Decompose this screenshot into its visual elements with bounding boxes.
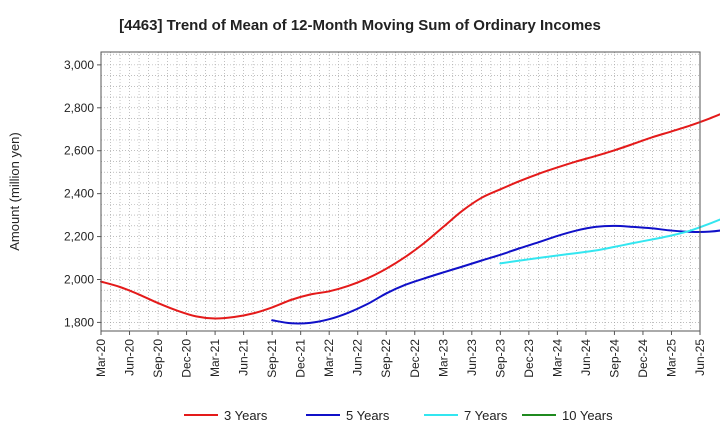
y-tick-label: 1,800 <box>64 315 94 329</box>
x-tick-label: Mar-21 <box>208 339 222 377</box>
x-tick-label: Sep-22 <box>379 339 393 378</box>
x-tick-label: Sep-23 <box>493 339 507 378</box>
grid-lines <box>101 52 700 331</box>
y-tick-label: 2,600 <box>64 144 94 158</box>
x-tick-label: Dec-21 <box>294 339 308 378</box>
series-line-7-years <box>499 218 720 265</box>
x-tick-label: Jun-25 <box>693 339 707 376</box>
x-tick-label: Mar-25 <box>664 339 678 377</box>
x-tick-label: Jun-23 <box>465 339 479 376</box>
x-tick-label: Dec-24 <box>636 339 650 378</box>
x-tick-label: Jun-22 <box>351 339 365 376</box>
series-layer <box>100 113 720 325</box>
x-tick-label: Mar-23 <box>436 339 450 377</box>
x-tick-label: Sep-21 <box>265 339 279 378</box>
legend: 3 Years 5 Years 7 Years 10 Years <box>184 408 613 423</box>
x-tick-label: Jun-21 <box>237 339 251 376</box>
y-tick-label: 3,000 <box>64 58 94 72</box>
series-line-3-years <box>100 113 720 320</box>
y-tick-label: 2,200 <box>64 230 94 244</box>
y-tick-label: 2,800 <box>64 101 94 115</box>
x-tick-label: Mar-22 <box>322 339 336 377</box>
legend-label: 7 Years <box>464 408 508 423</box>
y-axis: 1,800 2,000 2,200 2,400 2,600 2,800 3,000 <box>64 58 101 329</box>
series-line-5-years <box>271 224 720 325</box>
legend-label: 10 Years <box>562 408 613 423</box>
x-tick-label: Sep-24 <box>607 339 621 378</box>
chart-title: [4463] Trend of Mean of 12-Month Moving … <box>119 17 601 34</box>
x-tick-label: Jun-24 <box>579 339 593 376</box>
x-tick-label: Sep-20 <box>151 339 165 378</box>
y-tick-label: 2,000 <box>64 272 94 286</box>
x-tick-label: Dec-23 <box>522 339 536 378</box>
x-tick-label: Jun-20 <box>123 339 137 376</box>
x-tick-label: Dec-22 <box>408 339 422 378</box>
y-axis-label: Amount (million yen) <box>7 132 22 251</box>
x-tick-label: Mar-24 <box>550 339 564 377</box>
x-tick-label: Mar-20 <box>94 339 108 377</box>
x-tick-label: Dec-20 <box>180 339 194 378</box>
legend-label: 3 Years <box>224 408 268 423</box>
legend-label: 5 Years <box>346 408 390 423</box>
plot-frame <box>100 51 701 332</box>
x-axis: Mar-20 Jun-20 Sep-20 Dec-20 Mar-21 Jun-21 Sep-… <box>94 331 707 378</box>
y-tick-label: 2,400 <box>64 187 94 201</box>
